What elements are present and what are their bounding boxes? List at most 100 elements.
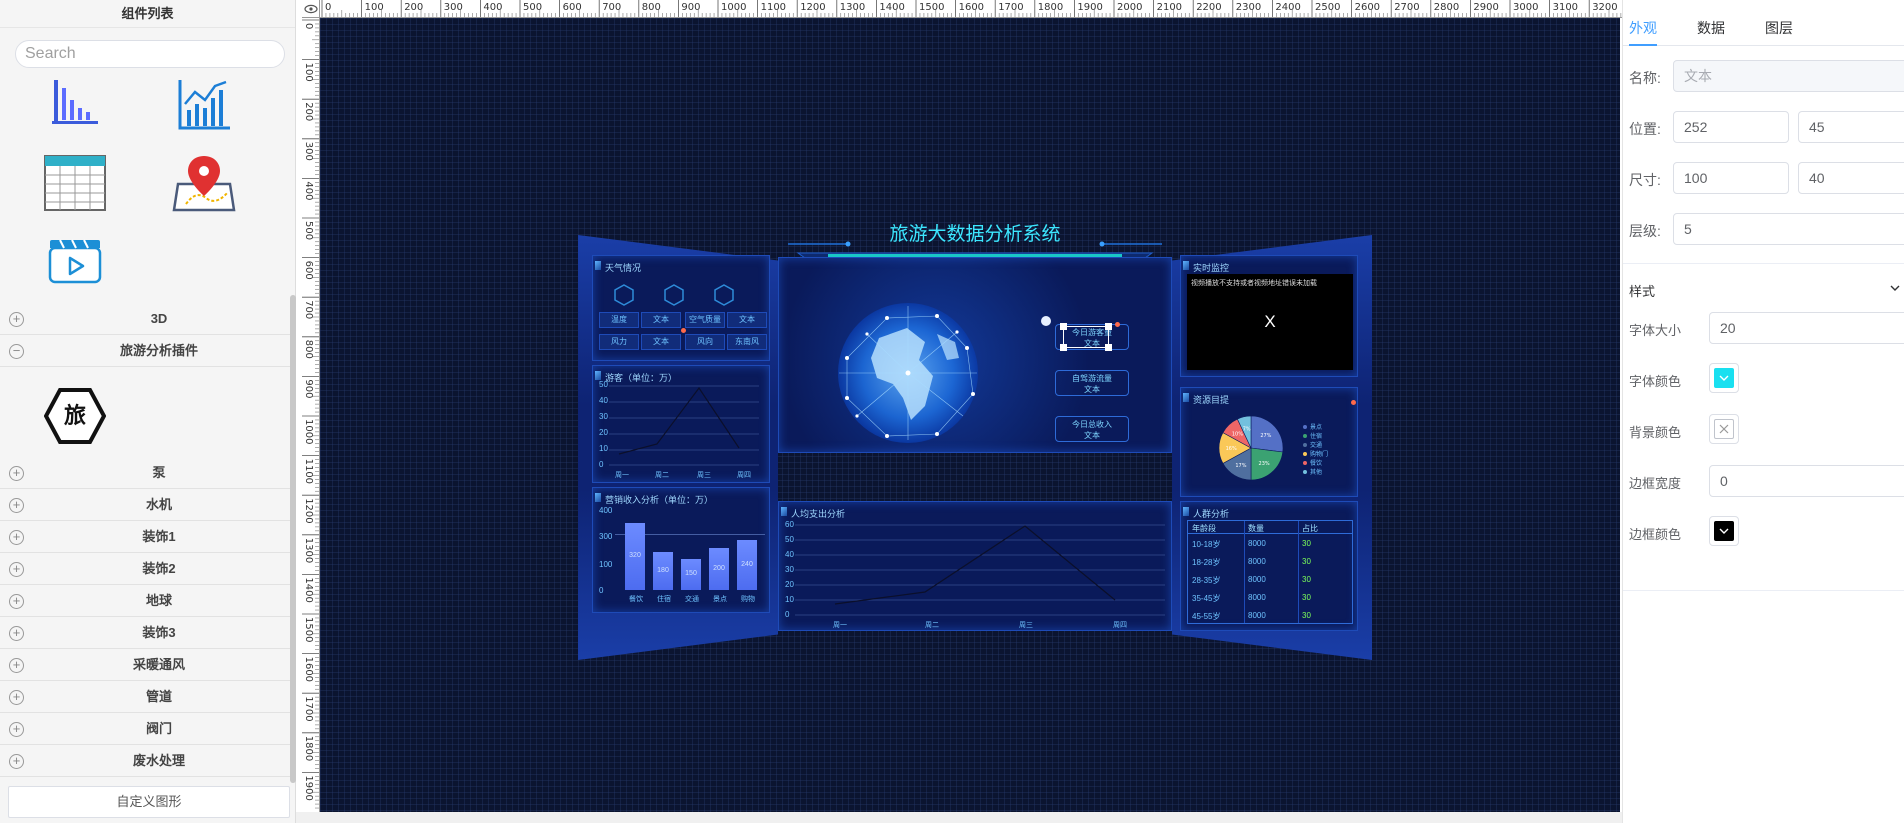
ruler-label: 1700: [303, 696, 314, 721]
ruler-label: 1400: [303, 577, 314, 602]
expand-icon[interactable]: +: [9, 312, 24, 327]
active-tab-indicator: [1629, 44, 1657, 46]
expand-icon[interactable]: +: [9, 594, 24, 609]
expand-icon[interactable]: +: [9, 754, 24, 769]
border-width-input[interactable]: 0: [1709, 465, 1904, 497]
eye-icon[interactable]: [302, 0, 320, 18]
crowd-panel[interactable]: 人群分析 年龄段 数量 占比 10-18岁 8000 30 18-28岁 8000 30 2…: [1180, 501, 1358, 631]
spending-panel[interactable]: 人均支出分析 60 50 40 30 20 10 0 周一 周二 周三 周四: [778, 501, 1172, 631]
expand-icon[interactable]: +: [9, 690, 24, 705]
font-size-input[interactable]: 20: [1709, 312, 1904, 344]
close-icon[interactable]: X: [1264, 312, 1276, 331]
collapse-icon[interactable]: −: [9, 344, 24, 359]
tab-data[interactable]: 数据: [1697, 20, 1725, 36]
category-wastewater[interactable]: + 废水处理: [0, 745, 290, 777]
stat-today-visitors[interactable]: 今日游客量 文本: [1055, 324, 1129, 350]
position-x-input[interactable]: 252: [1673, 111, 1789, 143]
resize-handle[interactable]: [1060, 323, 1067, 330]
line-chart-icon[interactable]: [178, 78, 232, 135]
category-pump[interactable]: + 泵: [0, 457, 290, 489]
ruler-ticks: 0 100 200 300 400 500 600 700 800 900 1000 1100 1200…: [302, 19, 319, 809]
y-tick: 400: [599, 506, 613, 515]
table-icon[interactable]: [44, 155, 106, 216]
resize-handle[interactable]: [1105, 344, 1112, 351]
tab-appearance[interactable]: 外观: [1629, 20, 1657, 36]
video-player[interactable]: 视频播放不支持或者视频地址错误未加载 X: [1187, 274, 1353, 370]
table-cell: 8000: [1248, 593, 1266, 602]
x-label: 周二: [925, 622, 939, 629]
revenue-panel[interactable]: 营销收入分析（单位：万） 400 300 100 0 320 180 150 200 2…: [592, 487, 770, 613]
x-label: 景点: [713, 596, 727, 603]
vertical-ruler[interactable]: 0 100 200 300 400 500 600 700 800 900 1000 1100 1200…: [302, 18, 320, 812]
category-earth[interactable]: + 地球: [0, 585, 290, 617]
style-section-title[interactable]: 样式: [1629, 284, 1656, 299]
category-hvac[interactable]: + 采暖通风: [0, 649, 290, 681]
expand-icon[interactable]: +: [9, 626, 24, 641]
legend-label: 其他: [1310, 470, 1323, 476]
ruler-label: 1300: [303, 538, 314, 563]
canvas-scrollbar[interactable]: [296, 812, 1622, 823]
horizontal-ruler[interactable]: 0 100 200 300 400 500 600 700 800 900 1000 1100 1200…: [320, 0, 1622, 18]
globe-panel[interactable]: 今日游客量 文本 自驾游流量 文本 今日总收入 文本: [778, 257, 1172, 453]
crowd-table: 年龄段 数量 占比 10-18岁 8000 30 18-28岁 8000 30 28-35岁…: [1187, 520, 1353, 624]
stat-today-revenue[interactable]: 今日总收入 文本: [1055, 416, 1129, 442]
category-pipe[interactable]: + 管道: [0, 681, 290, 713]
border-color-label: 边框颜色: [1629, 527, 1682, 542]
ruler-label: 1700: [998, 2, 1023, 13]
expand-icon[interactable]: +: [9, 658, 24, 673]
weather-cell: 空气质量: [685, 312, 725, 328]
dashboard-preview[interactable]: 旅游大数据分析系统 天气情况 温度 文本 空气质量 文本 风力 文本 风向 东南…: [578, 224, 1372, 660]
category-water-machine[interactable]: + 水机: [0, 489, 290, 521]
selection-anchor[interactable]: [1041, 316, 1051, 326]
name-input[interactable]: 文本: [1673, 60, 1904, 92]
weather-cell: 温度: [599, 312, 639, 328]
bar-chart-icon[interactable]: [50, 78, 100, 131]
y-tick: 50: [785, 535, 794, 544]
position-y-input[interactable]: 45: [1798, 111, 1904, 143]
ruler-corner[interactable]: [302, 0, 320, 18]
y-tick: 30: [785, 565, 794, 574]
pie-slice-label: 23%: [1259, 461, 1270, 467]
weather-panel[interactable]: 天气情况 温度 文本 空气质量 文本 风力 文本 风向 东南风: [592, 255, 770, 361]
category-decor3[interactable]: + 装饰3: [0, 617, 290, 649]
ruler-label: 2400: [1275, 2, 1300, 13]
chevron-down-icon[interactable]: [1889, 282, 1901, 294]
layer-input[interactable]: 5: [1673, 213, 1904, 245]
font-color-picker[interactable]: [1709, 363, 1739, 393]
expand-icon[interactable]: +: [9, 466, 24, 481]
selection-box[interactable]: [1063, 326, 1109, 348]
expand-icon[interactable]: +: [9, 498, 24, 513]
category-decor2[interactable]: + 装饰2: [0, 553, 290, 585]
y-tick: 50: [599, 380, 608, 389]
category-decor1[interactable]: + 装饰1: [0, 521, 290, 553]
status-dot: [1351, 400, 1356, 405]
x-label: 周三: [1019, 622, 1033, 629]
ruler-label: 3000: [1513, 2, 1538, 13]
weather-hex-icon: [714, 284, 734, 306]
resources-panel[interactable]: 资源目提 27% 23% 17% 16% 10% 7% 景点 住宿 交通 购物门 餐饮 其他: [1180, 387, 1358, 497]
category-valve[interactable]: + 阀门: [0, 713, 290, 745]
height-input[interactable]: 40: [1798, 162, 1904, 194]
monitor-panel[interactable]: 实时监控 视频播放不支持或者视频地址错误未加载 X: [1180, 255, 1358, 377]
expand-icon[interactable]: +: [9, 562, 24, 577]
custom-shape-button[interactable]: 自定义图形: [8, 786, 290, 818]
width-input[interactable]: 100: [1673, 162, 1789, 194]
resize-handle[interactable]: [1105, 323, 1112, 330]
expand-icon[interactable]: +: [9, 722, 24, 737]
table-cell: 30: [1302, 593, 1311, 602]
tab-layers[interactable]: 图层: [1765, 20, 1793, 36]
resize-handle[interactable]: [1060, 344, 1067, 351]
expand-icon[interactable]: +: [9, 530, 24, 545]
tourism-plugin-icon[interactable]: 旅: [43, 388, 107, 449]
search-input[interactable]: [15, 40, 285, 68]
stat-self-drive[interactable]: 自驾游流量 文本: [1055, 370, 1129, 396]
map-pin-icon[interactable]: [172, 154, 236, 217]
left-scrollbar[interactable]: [290, 295, 296, 783]
border-color-picker[interactable]: [1709, 516, 1739, 546]
video-icon[interactable]: [48, 238, 102, 289]
bg-color-picker[interactable]: [1709, 414, 1739, 444]
category-tourism-plugin[interactable]: − 旅游分析插件: [0, 335, 290, 367]
category-3d[interactable]: + 3D: [0, 303, 290, 335]
tourists-panel[interactable]: 游客（单位：万） 50 40 30 20 10 0 周一 周二 周三 周四: [592, 365, 770, 483]
category-label: 废水处理: [132, 753, 185, 768]
